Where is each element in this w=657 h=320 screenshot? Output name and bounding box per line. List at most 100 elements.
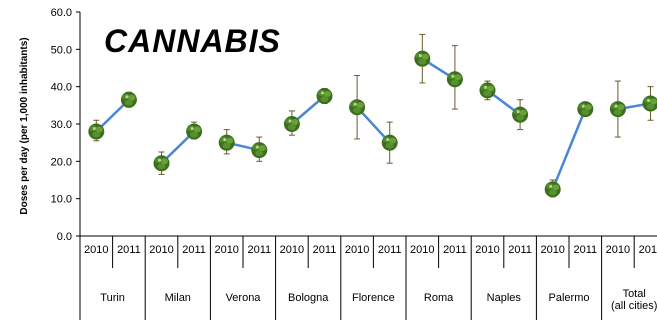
marker-highlight <box>255 145 259 149</box>
marker-leaf <box>128 94 136 101</box>
marker-leaf <box>95 126 103 133</box>
marker-leaf <box>356 102 364 109</box>
marker-leaf <box>157 163 166 170</box>
city-label: Verona <box>226 292 262 304</box>
marker-highlight <box>549 184 553 188</box>
data-point-roma-2010 <box>414 50 431 67</box>
marker-highlight <box>647 98 650 102</box>
marker-leaf <box>450 79 459 86</box>
year-label: 2011 <box>639 244 657 256</box>
marker-leaf <box>291 119 299 125</box>
data-point-roma-2011 <box>446 71 463 88</box>
year-label: 2010 <box>540 244 564 256</box>
marker-leaf <box>613 109 622 116</box>
y-tick-label: 20.0 <box>51 156 72 168</box>
y-axis-label: Doses per day (per 1,000 inhabitants) <box>19 37 30 214</box>
year-label: 2010 <box>410 244 434 256</box>
chart-title: CANNABIS <box>104 23 281 59</box>
marker-leaf <box>161 158 168 165</box>
year-label: 2010 <box>606 244 630 256</box>
year-label: 2010 <box>214 244 238 256</box>
marker-leaf <box>487 85 494 92</box>
marker-leaf <box>353 107 362 114</box>
year-label: 2011 <box>508 244 532 256</box>
city-label: Milan <box>165 292 191 304</box>
marker-leaf <box>255 150 264 157</box>
year-label: 2010 <box>84 244 108 256</box>
marker-highlight <box>288 119 292 123</box>
year-label: 2010 <box>280 244 304 256</box>
marker-highlight <box>158 158 161 162</box>
marker-leaf <box>324 91 331 97</box>
city-label: Total <box>623 288 646 300</box>
city-label: Bologna <box>288 292 329 304</box>
city-label-sub: (all cities) <box>611 300 657 312</box>
marker-highlight <box>484 85 487 89</box>
marker-highlight <box>223 138 227 142</box>
marker-leaf <box>418 58 427 65</box>
year-label: 2011 <box>443 244 467 256</box>
year-label: 2011 <box>378 244 402 256</box>
data-point-turin-2011 <box>120 91 137 108</box>
data-markers <box>88 50 657 198</box>
data-point-milan-2010 <box>153 155 170 172</box>
year-label: 2010 <box>149 244 173 256</box>
city-label: Roma <box>424 292 454 304</box>
data-point-palermo-2010 <box>544 181 561 198</box>
data-point-palermo-2011 <box>577 101 594 118</box>
y-tick-label: 10.0 <box>51 194 72 206</box>
y-tick-label: 50.0 <box>51 44 72 56</box>
year-label: 2011 <box>182 244 206 256</box>
year-label: 2010 <box>345 244 369 256</box>
marker-highlight <box>581 104 585 108</box>
marker-leaf <box>581 109 590 116</box>
city-label: Palermo <box>549 292 590 304</box>
marker-leaf <box>516 114 525 121</box>
series-lines <box>95 57 651 190</box>
data-point-turin-2010 <box>88 123 105 140</box>
city-label: Naples <box>487 292 522 304</box>
marker-highlight <box>190 126 194 130</box>
marker-leaf <box>190 131 199 138</box>
marker-highlight <box>386 138 390 142</box>
year-label: 2011 <box>117 244 141 256</box>
data-point-verona-2011 <box>251 142 268 159</box>
marker-leaf <box>646 103 655 110</box>
x-category-labels: 2010 2011 Turin 2010 2011 Milan 2010 2011 Verona… <box>84 244 657 312</box>
y-tick-labels: 0.0 10.0 20.0 30.0 40.0 50.0 60.0 <box>51 7 72 243</box>
marker-leaf <box>320 96 329 102</box>
marker-leaf <box>421 53 429 60</box>
year-label: 2010 <box>475 244 499 256</box>
marker-leaf <box>552 184 560 191</box>
marker-leaf <box>584 104 592 111</box>
data-point-bologna-2011 <box>316 88 333 104</box>
marker-leaf <box>222 142 231 149</box>
marker-leaf <box>548 189 557 196</box>
marker-highlight <box>516 110 520 114</box>
marker-highlight <box>321 91 324 95</box>
city-label: Florence <box>352 292 395 304</box>
marker-leaf <box>483 90 492 97</box>
marker-leaf <box>287 124 296 130</box>
year-label: 2011 <box>313 244 337 256</box>
marker-leaf <box>193 126 201 133</box>
marker-leaf <box>650 98 657 105</box>
y-tick-label: 0.0 <box>57 231 72 243</box>
axes <box>76 11 657 320</box>
series-line-florence <box>356 106 391 144</box>
marker-highlight <box>353 102 357 106</box>
marker-leaf <box>226 137 234 144</box>
marker-highlight <box>125 95 129 99</box>
y-tick-label: 40.0 <box>51 82 72 94</box>
data-point-florence-2011 <box>381 134 398 151</box>
marker-leaf <box>389 137 397 144</box>
series-line-palermo <box>551 108 587 190</box>
y-tick-label: 30.0 <box>51 119 72 131</box>
data-point-milan-2011 <box>186 123 203 140</box>
marker-leaf <box>124 99 133 106</box>
y-tick-label: 60.0 <box>51 7 72 19</box>
data-point-total-2011 <box>642 95 657 112</box>
data-point-florence-2010 <box>349 99 366 116</box>
data-point-verona-2010 <box>218 134 235 151</box>
